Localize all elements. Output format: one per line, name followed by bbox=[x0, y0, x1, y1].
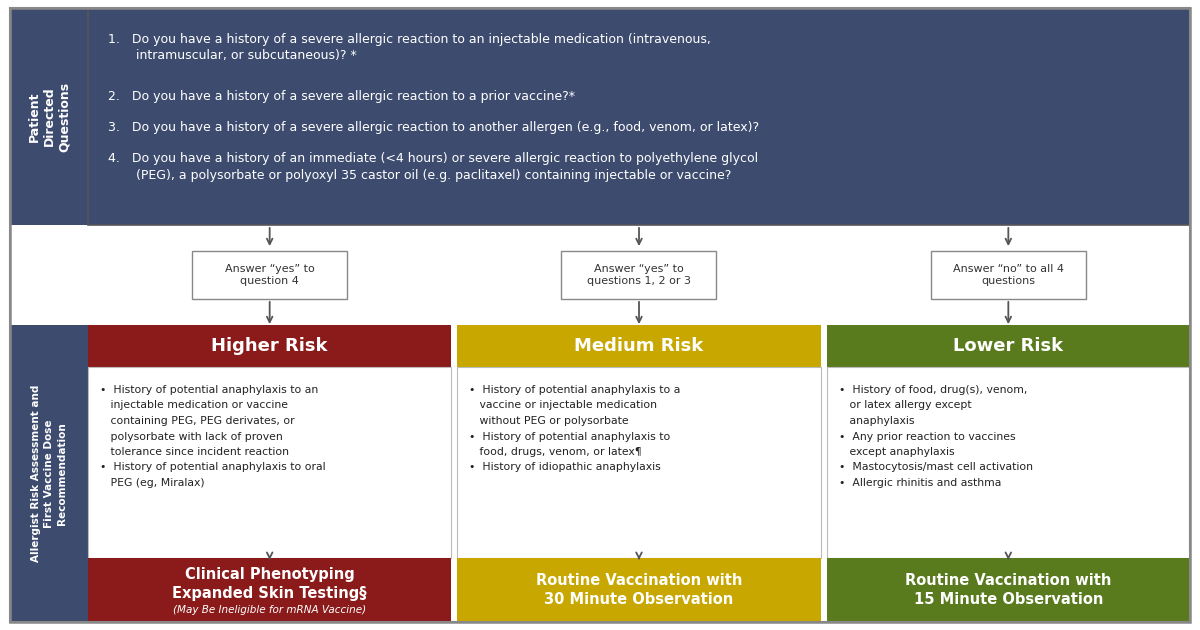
Text: without PEG or polysorbate: without PEG or polysorbate bbox=[469, 416, 629, 426]
Text: 4.   Do you have a history of an immediate (<4 hours) or severe allergic reactio: 4. Do you have a history of an immediate… bbox=[108, 152, 758, 181]
Text: 2.   Do you have a history of a severe allergic reaction to a prior vaccine?*: 2. Do you have a history of a severe all… bbox=[108, 90, 575, 103]
Text: (May Be Ineligible for mRNA Vaccine): (May Be Ineligible for mRNA Vaccine) bbox=[173, 605, 366, 615]
Text: Clinical Phenotyping
Expanded Skin Testing§: Clinical Phenotyping Expanded Skin Testi… bbox=[173, 567, 367, 601]
Bar bbox=[457, 367, 821, 558]
Bar bbox=[562, 251, 716, 299]
Text: Lower Risk: Lower Risk bbox=[953, 337, 1063, 355]
Text: Allergist Risk Assessment and
First Vaccine Dose
Recommendation: Allergist Risk Assessment and First Vacc… bbox=[31, 385, 67, 562]
Text: polysorbate with lack of proven: polysorbate with lack of proven bbox=[100, 432, 283, 442]
Text: or latex allergy except: or latex allergy except bbox=[839, 401, 971, 411]
Bar bbox=[10, 8, 88, 225]
Text: Patient
Directed
Questions: Patient Directed Questions bbox=[28, 81, 71, 152]
Bar bbox=[827, 325, 1190, 367]
Text: vaccine or injectable medication: vaccine or injectable medication bbox=[469, 401, 658, 411]
Bar bbox=[827, 367, 1190, 558]
Bar bbox=[931, 251, 1086, 299]
Text: •  Allergic rhinitis and asthma: • Allergic rhinitis and asthma bbox=[839, 478, 1001, 488]
Text: Routine Vaccination with
15 Minute Observation: Routine Vaccination with 15 Minute Obser… bbox=[905, 573, 1111, 607]
Text: injectable medication or vaccine: injectable medication or vaccine bbox=[100, 401, 288, 411]
Text: anaphylaxis: anaphylaxis bbox=[839, 416, 914, 426]
Bar bbox=[192, 251, 347, 299]
Text: Higher Risk: Higher Risk bbox=[211, 337, 328, 355]
Text: tolerance since incident reaction: tolerance since incident reaction bbox=[100, 447, 289, 457]
Text: except anaphylaxis: except anaphylaxis bbox=[839, 447, 954, 457]
Text: Routine Vaccination with
30 Minute Observation: Routine Vaccination with 30 Minute Obser… bbox=[536, 573, 742, 607]
Text: •  Any prior reaction to vaccines: • Any prior reaction to vaccines bbox=[839, 432, 1015, 442]
Bar bbox=[457, 325, 821, 367]
Bar bbox=[88, 558, 451, 622]
Text: •  History of potential anaphylaxis to a: • History of potential anaphylaxis to a bbox=[469, 385, 680, 395]
Text: •  History of potential anaphylaxis to oral: • History of potential anaphylaxis to or… bbox=[100, 462, 325, 472]
Text: Answer “yes” to
questions 1, 2 or 3: Answer “yes” to questions 1, 2 or 3 bbox=[587, 263, 691, 287]
Text: food, drugs, venom, or latex¶: food, drugs, venom, or latex¶ bbox=[469, 447, 642, 457]
Text: 3.   Do you have a history of a severe allergic reaction to another allergen (e.: 3. Do you have a history of a severe all… bbox=[108, 121, 760, 134]
Text: 1.   Do you have a history of a severe allergic reaction to an injectable medica: 1. Do you have a history of a severe all… bbox=[108, 33, 710, 62]
Bar bbox=[88, 325, 451, 367]
Bar bbox=[88, 367, 451, 558]
Text: •  History of potential anaphylaxis to an: • History of potential anaphylaxis to an bbox=[100, 385, 318, 395]
Text: containing PEG, PEG derivates, or: containing PEG, PEG derivates, or bbox=[100, 416, 295, 426]
Text: •  History of idiopathic anaphylaxis: • History of idiopathic anaphylaxis bbox=[469, 462, 661, 472]
Text: •  History of food, drug(s), venom,: • History of food, drug(s), venom, bbox=[839, 385, 1027, 395]
Text: Answer “yes” to
question 4: Answer “yes” to question 4 bbox=[224, 263, 314, 287]
Text: PEG (eg, Miralax): PEG (eg, Miralax) bbox=[100, 478, 205, 488]
Bar bbox=[88, 8, 1190, 225]
Bar bbox=[457, 558, 821, 622]
Text: Medium Risk: Medium Risk bbox=[575, 337, 703, 355]
Text: •  Mastocytosis/mast cell activation: • Mastocytosis/mast cell activation bbox=[839, 462, 1033, 472]
Bar bbox=[827, 558, 1190, 622]
Text: Answer “no” to all 4
questions: Answer “no” to all 4 questions bbox=[953, 263, 1064, 287]
Bar bbox=[10, 325, 88, 622]
Text: •  History of potential anaphylaxis to: • History of potential anaphylaxis to bbox=[469, 432, 671, 442]
